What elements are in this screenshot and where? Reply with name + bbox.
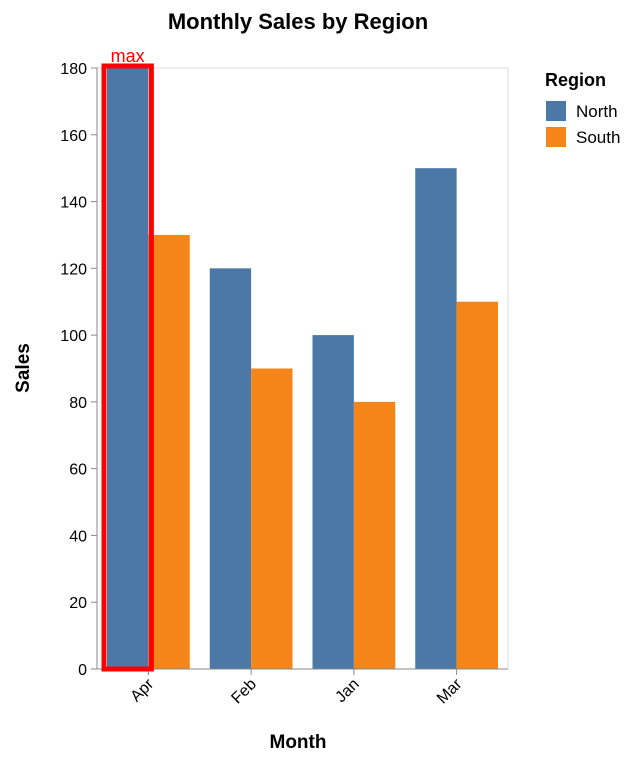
plot-area: 0 20 40 60 80 100 120 140 160 180 Apr Feb Jan Mar max: [60, 46, 509, 708]
bar-north-jan: [312, 335, 354, 669]
y-tick-label: 0: [78, 662, 87, 679]
y-tick-label: 180: [60, 61, 87, 78]
y-tick-label: 160: [60, 128, 87, 145]
y-tick-label: 120: [60, 261, 87, 278]
y-tick-label: 60: [69, 462, 87, 479]
max-annotation-label: max: [111, 46, 145, 66]
y-tick-label: 40: [69, 528, 87, 545]
legend-label-north: North: [576, 102, 618, 121]
legend-swatch-south: [546, 127, 566, 147]
bar-south-mar: [456, 301, 499, 669]
bar-south-jan: [353, 401, 396, 669]
x-tick-label: Mar: [434, 675, 466, 707]
plot-frame: [97, 67, 509, 669]
legend-title: Region: [545, 70, 606, 90]
bar-south-apr: [148, 234, 190, 669]
max-highlight-box: [101, 63, 154, 672]
x-tick-label: Jan: [332, 676, 362, 706]
bar-north-mar: [415, 168, 457, 670]
y-tick-label: 20: [69, 595, 87, 612]
bar-north-apr: [107, 68, 149, 669]
y-tick-label: 140: [60, 195, 87, 212]
bar-south-feb: [251, 368, 293, 669]
bar-north-feb: [209, 268, 252, 669]
x-tick-label: Feb: [228, 676, 260, 708]
legend: Region North South: [545, 70, 620, 147]
legend-label-south: South: [576, 128, 620, 147]
x-axis-title: Month: [270, 732, 327, 753]
chart-title: Monthly Sales by Region: [168, 9, 428, 34]
y-tick-label: 80: [69, 395, 87, 412]
legend-swatch-north: [546, 101, 566, 121]
y-axis-title: Sales: [13, 343, 34, 393]
y-tick-label: 100: [60, 328, 87, 345]
x-tick-label: Apr: [128, 675, 158, 705]
